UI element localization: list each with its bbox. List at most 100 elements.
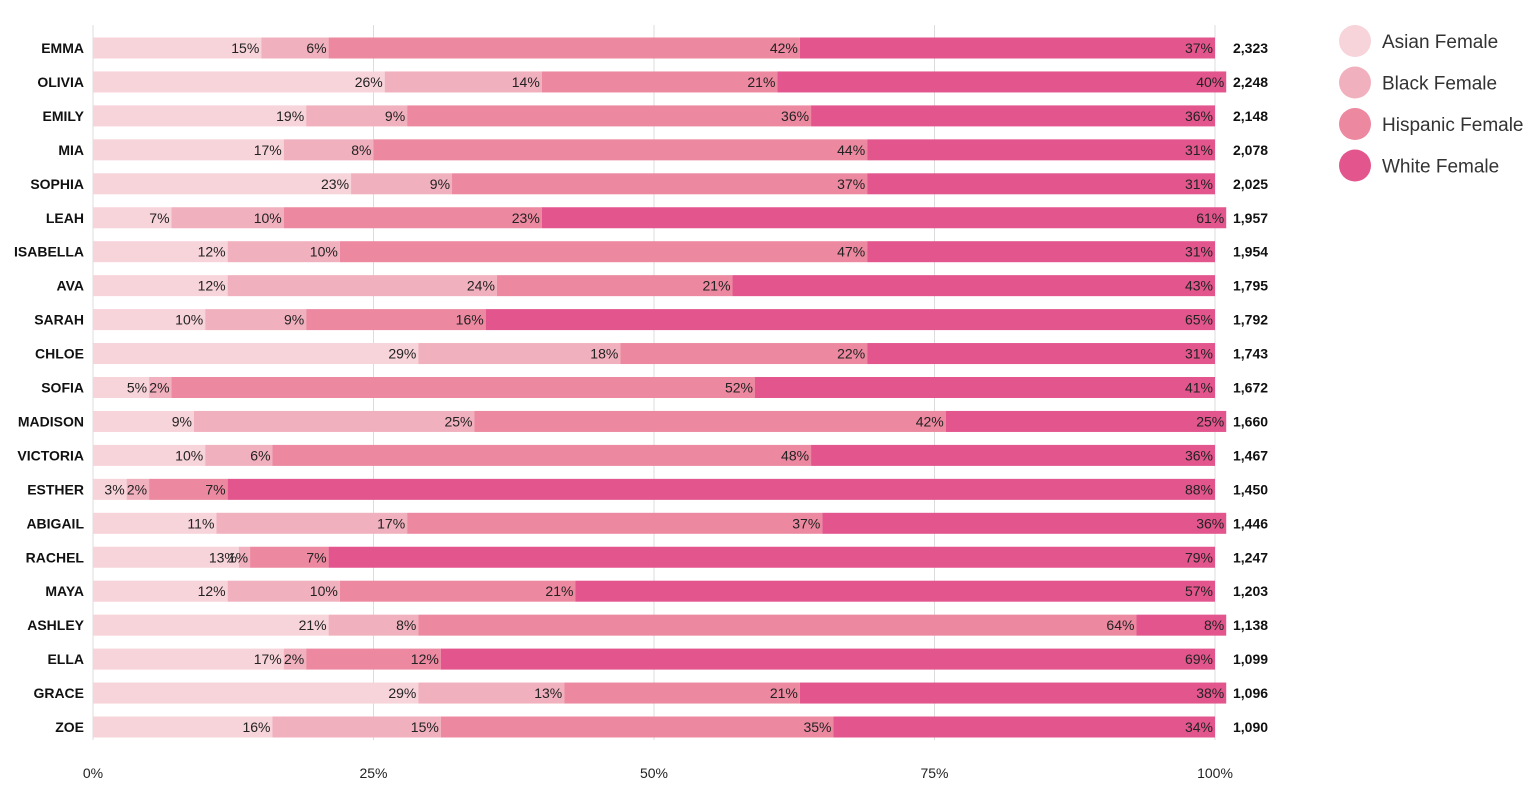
data-label: 29% bbox=[388, 685, 416, 701]
data-label: 65% bbox=[1185, 312, 1213, 328]
data-label: 69% bbox=[1185, 651, 1213, 667]
data-label: 17% bbox=[254, 651, 282, 667]
bar-segment bbox=[620, 343, 868, 365]
bar-segment bbox=[306, 648, 441, 670]
data-label: 18% bbox=[590, 346, 618, 362]
category-label: AVA bbox=[57, 278, 84, 294]
x-tick-label: 50% bbox=[640, 765, 668, 781]
category-label: EMMA bbox=[41, 40, 84, 56]
data-label: 36% bbox=[1196, 515, 1224, 531]
data-label: 10% bbox=[175, 447, 203, 463]
data-label: 52% bbox=[725, 380, 753, 396]
legend-swatch bbox=[1339, 25, 1371, 57]
bar-segment bbox=[474, 410, 946, 432]
category-label: MIA bbox=[58, 142, 84, 158]
bar-segment bbox=[1136, 614, 1227, 636]
bar-segment bbox=[328, 37, 800, 59]
data-label: 17% bbox=[377, 515, 405, 531]
bar-segment bbox=[811, 444, 1215, 466]
data-label: 12% bbox=[198, 244, 226, 260]
data-label: 9% bbox=[430, 176, 450, 192]
total-label: 1,795 bbox=[1233, 278, 1268, 294]
data-label: 12% bbox=[198, 278, 226, 294]
bar-segment bbox=[149, 478, 228, 500]
bar-segment bbox=[93, 377, 150, 398]
x-tick-label: 75% bbox=[920, 765, 948, 781]
data-label: 64% bbox=[1106, 617, 1134, 633]
bar-segment bbox=[306, 105, 408, 127]
bar-segment bbox=[811, 105, 1215, 127]
data-label: 13% bbox=[209, 549, 237, 565]
data-label: 10% bbox=[175, 312, 203, 328]
bar-segment bbox=[575, 580, 1215, 602]
bar-segment bbox=[272, 444, 812, 466]
bar-segment bbox=[306, 309, 486, 331]
total-label: 2,025 bbox=[1233, 176, 1268, 192]
bar-segment bbox=[867, 173, 1215, 195]
total-label: 1,138 bbox=[1233, 617, 1268, 633]
data-label: 14% bbox=[512, 74, 540, 90]
bar-segment bbox=[93, 37, 262, 59]
bar-segment bbox=[205, 309, 307, 331]
data-label: 25% bbox=[1196, 413, 1224, 429]
bar-segment bbox=[283, 648, 307, 670]
bar-segment bbox=[754, 377, 1215, 398]
bar-segment bbox=[227, 241, 340, 263]
data-label: 6% bbox=[250, 447, 270, 463]
total-label: 1,203 bbox=[1233, 583, 1268, 599]
data-label: 37% bbox=[1185, 40, 1213, 56]
data-label: 42% bbox=[916, 413, 944, 429]
total-label: 1,660 bbox=[1233, 413, 1268, 429]
bar-segment bbox=[867, 241, 1215, 263]
data-label: 5% bbox=[127, 380, 147, 396]
bar-segment bbox=[93, 139, 284, 161]
category-label: SOPHIA bbox=[30, 176, 84, 192]
bar-segment bbox=[541, 71, 778, 93]
bar-segment bbox=[418, 614, 1137, 636]
bar-segment bbox=[272, 716, 441, 738]
data-label: 8% bbox=[351, 142, 371, 158]
data-label: 36% bbox=[1185, 447, 1213, 463]
bar-segment bbox=[93, 173, 352, 195]
data-label: 1% bbox=[228, 549, 248, 565]
bar-segment bbox=[93, 716, 273, 738]
bar-segment bbox=[452, 173, 868, 195]
data-label: 21% bbox=[545, 583, 573, 599]
data-label: 3% bbox=[104, 481, 124, 497]
data-label: 10% bbox=[310, 583, 338, 599]
category-label: GRACE bbox=[33, 685, 84, 701]
data-label: 21% bbox=[747, 74, 775, 90]
total-label: 1,450 bbox=[1233, 481, 1268, 497]
category-label: MAYA bbox=[45, 583, 84, 599]
data-label: 9% bbox=[172, 413, 192, 429]
bar-segment bbox=[193, 410, 475, 432]
data-label: 40% bbox=[1196, 74, 1224, 90]
data-label: 8% bbox=[1204, 617, 1224, 633]
total-label: 1,446 bbox=[1233, 515, 1268, 531]
data-label: 21% bbox=[770, 685, 798, 701]
data-label: 61% bbox=[1196, 210, 1224, 226]
bar-segment bbox=[732, 275, 1215, 297]
data-label: 57% bbox=[1185, 583, 1213, 599]
data-label: 16% bbox=[242, 719, 270, 735]
bar-segment bbox=[283, 139, 374, 161]
bar-segment bbox=[485, 309, 1215, 331]
data-label: 23% bbox=[321, 176, 349, 192]
total-label: 1,954 bbox=[1233, 244, 1268, 260]
data-label: 22% bbox=[837, 346, 865, 362]
data-label: 31% bbox=[1185, 142, 1213, 158]
data-label: 24% bbox=[467, 278, 495, 294]
category-label: SOFIA bbox=[41, 380, 84, 396]
total-label: 1,792 bbox=[1233, 312, 1268, 328]
bar-segment bbox=[339, 580, 576, 602]
legend-label: Hispanic Female bbox=[1382, 115, 1524, 136]
data-label: 88% bbox=[1185, 481, 1213, 497]
bar-segment bbox=[93, 105, 307, 127]
data-label: 15% bbox=[231, 40, 259, 56]
bar-segment bbox=[328, 614, 419, 636]
bar-segment bbox=[339, 241, 868, 263]
data-label: 43% bbox=[1185, 278, 1213, 294]
category-label: ELLA bbox=[47, 651, 84, 667]
category-label: ISABELLA bbox=[14, 244, 84, 260]
data-label: 16% bbox=[456, 312, 484, 328]
